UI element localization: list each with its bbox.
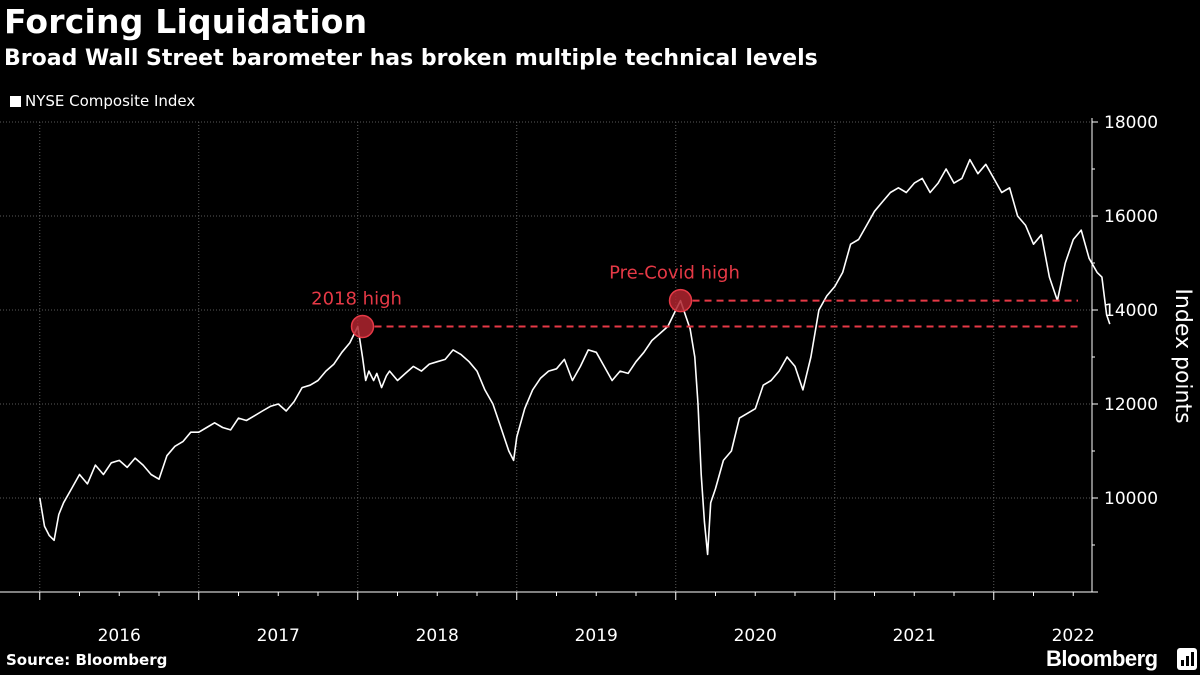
series-line — [39, 158, 1111, 556]
series-layer — [39, 158, 1111, 556]
y-tick-label: 10000 — [1104, 489, 1158, 509]
y-axis-title: Index points — [1170, 288, 1195, 423]
x-tick-label: 2017 — [257, 626, 300, 646]
axes: 10000 12000 14000 16000 18000 2016 2017 2018 201… — [0, 113, 1195, 646]
brand-badge-icon — [1177, 648, 1197, 670]
chart-title: Forcing Liquidation — [4, 2, 368, 41]
annotation-marker — [668, 288, 693, 313]
legend-swatch — [10, 95, 21, 107]
chart-subtitle: Broad Wall Street barometer has broken m… — [4, 46, 818, 71]
brand-logo: Bloomberg — [1046, 646, 1158, 671]
x-tick-label: 2021 — [893, 626, 936, 646]
y-tick-label: 12000 — [1104, 395, 1158, 415]
grid — [0, 121, 1092, 592]
annotation-label: Pre-Covid high — [609, 263, 740, 284]
x-tick-label: 2022 — [1052, 626, 1095, 646]
y-tick-label: 14000 — [1104, 301, 1158, 321]
annotation-label: 2018 high — [311, 288, 402, 309]
legend-label: NYSE Composite Index — [25, 92, 196, 110]
x-tick-label: 2016 — [98, 626, 141, 646]
x-tick-label: 2018 — [416, 626, 459, 646]
y-tick-label: 16000 — [1104, 207, 1158, 227]
annotation-marker — [350, 314, 375, 339]
x-tick-label: 2019 — [575, 626, 618, 646]
y-tick-label: 18000 — [1104, 113, 1158, 133]
annotation-layer: 2018 high Pre-Covid high — [311, 263, 1078, 339]
source-note: Source: Bloomberg — [6, 651, 168, 669]
legend: NYSE Composite Index — [10, 92, 195, 110]
x-tick-label: 2020 — [734, 626, 777, 646]
